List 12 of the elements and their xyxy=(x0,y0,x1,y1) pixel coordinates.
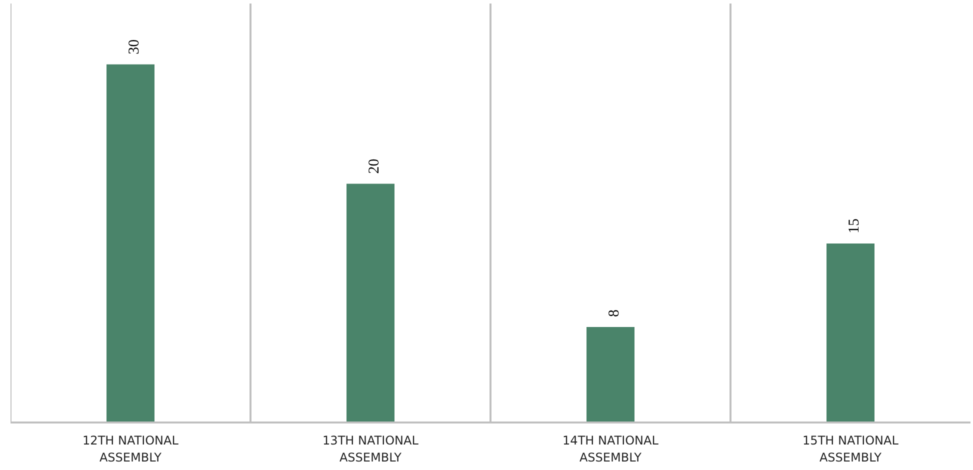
x-tick-label: 13TH NATIONAL ASSEMBLY xyxy=(322,434,419,464)
x-tick-label: 15TH NATIONAL ASSEMBLY xyxy=(802,434,899,464)
data-label: 15 xyxy=(846,218,862,234)
x-tick-label: 14TH NATIONAL ASSEMBLY xyxy=(562,434,659,464)
x-tick-label: 12TH NATIONAL ASSEMBLY xyxy=(82,434,179,464)
bar xyxy=(346,184,394,422)
bar xyxy=(586,327,634,422)
bar xyxy=(826,243,874,422)
bar xyxy=(106,64,154,422)
data-label: 30 xyxy=(126,39,142,54)
data-label: 8 xyxy=(606,310,622,317)
data-label: 20 xyxy=(366,158,382,174)
